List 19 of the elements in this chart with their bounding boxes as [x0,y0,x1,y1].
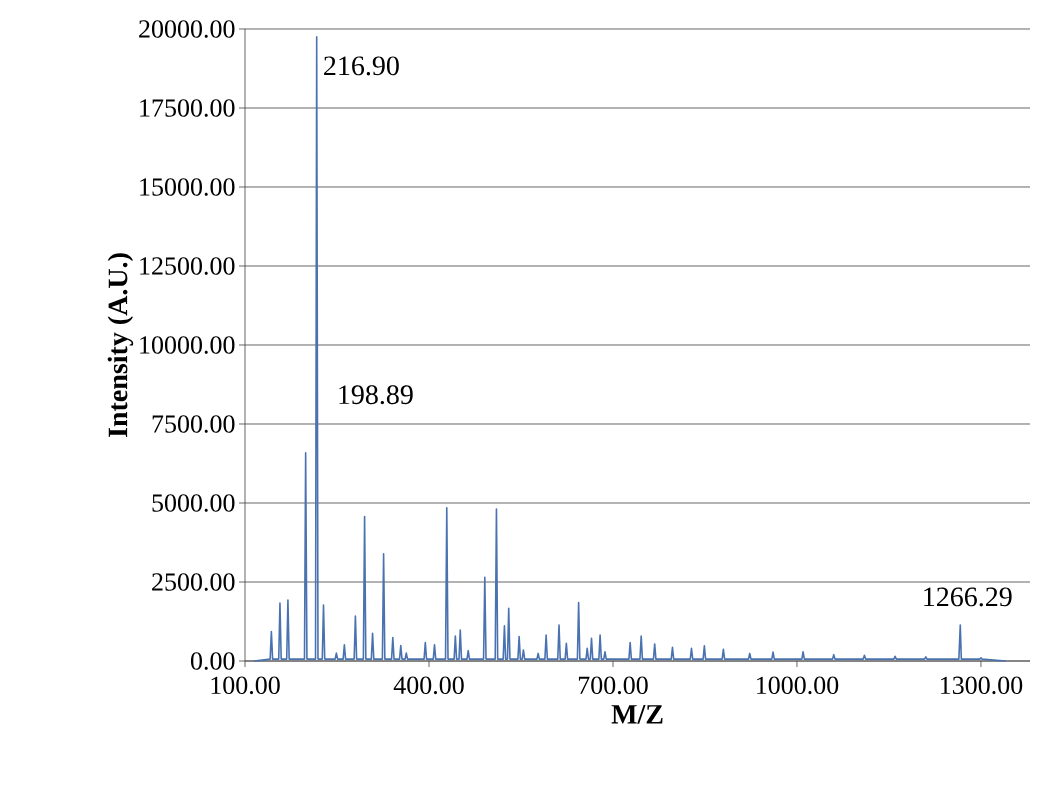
y-tick-label: 20000.00 [139,20,235,38]
y-tick-label: 2500.00 [152,573,235,591]
y-tick-label: 5000.00 [152,494,235,512]
x-tick-label: 1000.00 [756,676,839,695]
y-tick-label: 15000.00 [140,178,235,196]
x-axis-title: M/Z [611,705,663,724]
x-tick-label: 100.00 [211,676,280,695]
x-tick-label: 1300.00 [940,676,1023,695]
y-tick-label: 10000.00 [140,336,235,354]
x-tick-label: 700.00 [578,676,648,695]
y-tick-label: 7500.00 [152,415,235,433]
x-tick-label: 400.00 [393,676,464,695]
annotation: 1266.29 [924,587,1012,607]
annotation: 198.89 [339,385,413,405]
annotation: 216.90 [324,56,399,76]
y-tick-label: 12500.00 [140,257,235,275]
y-tick-label: 0.00 [190,652,235,670]
y-tick-label: 17500.00 [140,99,235,117]
y-axis-title: Intensity (A.U.) [107,253,134,437]
